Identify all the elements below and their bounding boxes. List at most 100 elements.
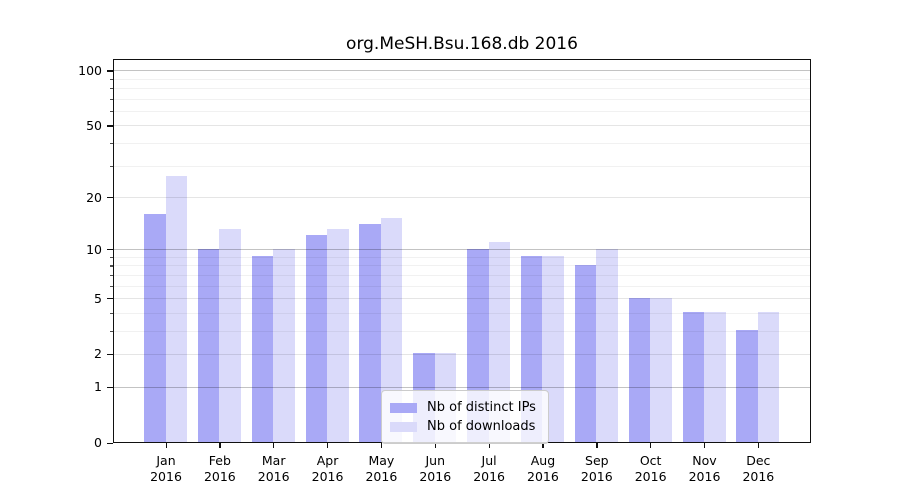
bar-distinct-ips bbox=[736, 330, 758, 442]
x-tick-year: 2016 bbox=[257, 469, 290, 484]
y-tick-label: 1 bbox=[94, 379, 102, 395]
bar-downloads bbox=[327, 229, 349, 442]
legend-label-distinct-ips: Nb of distinct IPs bbox=[427, 400, 536, 415]
x-tick-label: Oct 2016 bbox=[623, 453, 679, 485]
y-minor-tick-mark bbox=[109, 330, 113, 332]
x-tick-year: 2016 bbox=[150, 469, 182, 484]
major-gridline bbox=[114, 70, 810, 72]
x-tick-mark bbox=[165, 443, 167, 448]
x-tick-label: Sep 2016 bbox=[569, 453, 625, 485]
x-tick-year: 2016 bbox=[311, 469, 344, 484]
minor-gridline bbox=[114, 88, 810, 90]
bar-downloads bbox=[704, 312, 726, 442]
x-tick-month: May bbox=[368, 453, 395, 468]
x-tick-month: Nov bbox=[692, 453, 717, 468]
bar-downloads bbox=[273, 248, 295, 442]
plot-area: Nb of distinct IPs Nb of downloads bbox=[113, 59, 811, 444]
x-tick-mark bbox=[273, 443, 275, 448]
bar-distinct-ips bbox=[682, 312, 704, 442]
y-minor-tick-mark bbox=[109, 256, 113, 259]
x-tick-year: 2016 bbox=[634, 469, 667, 484]
x-tick-month: Jun bbox=[425, 453, 446, 468]
minor-gridline bbox=[114, 143, 810, 145]
legend-swatch-distinct-ips bbox=[390, 402, 417, 413]
x-tick-year: 2016 bbox=[203, 469, 236, 484]
y-tick-label: 2 bbox=[94, 346, 102, 362]
bar-downloads bbox=[596, 248, 618, 442]
x-tick-label: Apr 2016 bbox=[300, 453, 356, 485]
x-tick-label: Nov 2016 bbox=[677, 453, 733, 485]
x-tick-month: Jan bbox=[156, 453, 176, 468]
y-tick-mark bbox=[106, 298, 113, 300]
legend-item-downloads: Nb of downloads bbox=[390, 417, 538, 436]
x-tick-label: Mar 2016 bbox=[246, 453, 302, 485]
x-tick-label: May 2016 bbox=[353, 453, 409, 485]
x-tick-month: Apr bbox=[316, 453, 339, 468]
x-tick-mark bbox=[542, 443, 544, 448]
x-tick-year: 2016 bbox=[365, 469, 398, 484]
y-minor-tick-mark bbox=[109, 312, 113, 315]
y-tick-mark bbox=[106, 353, 113, 356]
bar-distinct-ips bbox=[574, 264, 597, 442]
y-tick-mark bbox=[106, 386, 113, 388]
x-tick-mark bbox=[757, 443, 760, 448]
x-tick-mark bbox=[327, 443, 329, 448]
x-tick-label: Feb 2016 bbox=[192, 453, 248, 485]
bar-distinct-ips bbox=[251, 256, 274, 442]
chart-title: org.MeSH.Bsu.168.db 2016 bbox=[346, 34, 578, 54]
y-tick-label: 10 bbox=[86, 241, 102, 257]
y-minor-tick-mark bbox=[109, 111, 113, 113]
legend-swatch-downloads bbox=[390, 421, 417, 432]
bar-distinct-ips bbox=[359, 223, 381, 442]
x-tick-mark bbox=[704, 443, 706, 448]
bar-downloads bbox=[219, 229, 241, 442]
x-tick-mark bbox=[219, 443, 221, 448]
minor-gridline bbox=[114, 165, 810, 167]
x-tick-label: Jul 2016 bbox=[461, 453, 517, 485]
y-minor-tick-mark bbox=[109, 78, 113, 81]
x-tick-month: Feb bbox=[208, 453, 231, 468]
x-tick-label: Aug 2016 bbox=[515, 453, 571, 485]
x-tick-month: Mar bbox=[261, 453, 286, 468]
x-tick-year: 2016 bbox=[419, 469, 452, 484]
x-tick-month: Aug bbox=[530, 453, 556, 468]
x-tick-mark bbox=[380, 443, 383, 448]
y-minor-tick-mark bbox=[109, 285, 113, 287]
x-tick-mark bbox=[596, 443, 598, 448]
x-tick-month: Sep bbox=[585, 453, 609, 468]
bar-distinct-ips bbox=[144, 213, 166, 442]
y-tick-mark bbox=[106, 125, 113, 127]
y-minor-tick-mark bbox=[109, 274, 113, 277]
legend-item-distinct-ips: Nb of distinct IPs bbox=[390, 398, 538, 417]
x-tick-label: Jun 2016 bbox=[407, 453, 463, 485]
y-tick-mark bbox=[106, 70, 113, 72]
bar-distinct-ips bbox=[305, 235, 328, 442]
y-tick-label: 0 bbox=[94, 435, 102, 450]
y-tick-label: 50 bbox=[86, 117, 102, 133]
legend: Nb of distinct IPs Nb of downloads bbox=[381, 390, 549, 444]
x-tick-mark bbox=[434, 443, 437, 448]
x-tick-mark bbox=[488, 443, 490, 448]
bar-downloads bbox=[380, 218, 403, 442]
x-tick-label: Jan 2016 bbox=[138, 453, 194, 485]
y-minor-tick-mark bbox=[109, 265, 113, 267]
y-tick-label: 5 bbox=[94, 290, 102, 306]
bar-distinct-ips bbox=[628, 297, 651, 442]
y-minor-tick-mark bbox=[109, 165, 113, 167]
y-minor-tick-mark bbox=[109, 88, 113, 90]
bar-distinct-ips bbox=[197, 248, 220, 442]
y-tick-label: 20 bbox=[86, 189, 102, 205]
x-tick-year: 2016 bbox=[580, 469, 613, 484]
x-tick-mark bbox=[650, 443, 652, 448]
bar-downloads bbox=[650, 297, 672, 442]
legend-label-downloads: Nb of downloads bbox=[427, 419, 536, 434]
y-tick-mark bbox=[106, 197, 113, 199]
minor-gridline bbox=[114, 98, 810, 100]
bar-downloads bbox=[757, 312, 780, 442]
x-tick-year: 2016 bbox=[527, 469, 559, 484]
y-tick-label: 100 bbox=[78, 62, 102, 78]
y-minor-tick-mark bbox=[109, 143, 113, 145]
x-tick-label: Dec 2016 bbox=[730, 453, 786, 485]
x-tick-month: Jul bbox=[481, 453, 497, 468]
